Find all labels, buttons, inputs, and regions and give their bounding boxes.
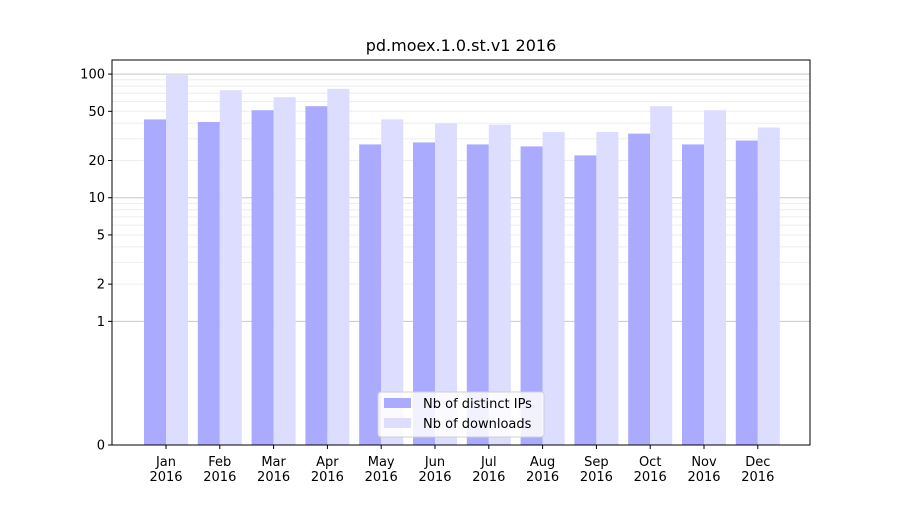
x-tick-label: Jun 2016 [418,455,451,485]
bar-distinct-ips [359,144,382,445]
bar-distinct-ips [682,144,704,445]
axes [111,59,811,446]
y-tick-label: 5 [97,228,105,243]
bar-downloads [381,119,404,445]
x-tick-label: Feb 2016 [203,455,236,485]
bars [144,75,780,446]
bar-distinct-ips [251,110,274,445]
bar-distinct-ips [628,133,651,445]
bar-distinct-ips [466,144,489,445]
x-tick-label: Sep 2016 [580,455,613,485]
x-tick-label: Oct 2016 [634,455,667,485]
legend-swatch [384,418,411,428]
bar-downloads [596,132,619,446]
bar-downloads [650,106,673,445]
x-tick-label: Jul 2016 [472,455,505,485]
x-tick-label: Aug 2016 [526,455,559,485]
bar-distinct-ips [144,119,166,445]
x-axis-ticks: Jan 2016 Feb 2016 Mar 2016 Apr 2016 May 2016 Jun 20… [149,445,774,485]
bar-downloads [542,132,565,446]
y-tick-label: 2 [97,278,105,293]
y-tick-label: 50 [88,105,105,120]
legend-label: Nb of distinct IPs [423,397,532,412]
y-tick-label: 20 [88,154,105,169]
bar-distinct-ips [305,106,328,445]
bar-distinct-ips [574,155,597,445]
bar-distinct-ips [735,140,758,445]
bar-downloads [435,123,457,445]
x-tick-label: Mar 2016 [257,455,290,485]
legend-box [377,391,545,438]
y-axis-ticks: 0 1 2 5 10 20 50 100 [80,68,112,454]
bar-downloads [704,110,726,445]
y-tick-label: 10 [88,191,105,206]
y-tick-label: 0 [97,439,105,454]
bar-downloads [166,75,188,445]
bar-downloads [757,127,780,446]
x-tick-label: May 2016 [365,455,398,485]
bar-downloads [488,124,511,445]
plot-frame [111,59,811,446]
y-tick-label: 100 [80,68,105,83]
bar-distinct-ips [520,146,543,445]
legend-label: Nb of downloads [423,417,532,432]
x-tick-label: Nov 2016 [687,455,720,485]
bar-distinct-ips [413,142,435,445]
legend: Nb of distinct IPs Nb of downloads [377,391,545,438]
bar-downloads [327,88,350,445]
chart-title: pd.moex.1.0.st.v1 2016 [366,36,557,55]
y-tick-label: 1 [97,315,105,330]
bar-distinct-ips [197,121,220,445]
bar-downloads [219,90,242,445]
x-tick-label: Dec 2016 [741,455,774,485]
legend-swatch [384,398,411,408]
bar-downloads [273,97,296,446]
x-tick-label: Apr 2016 [311,455,344,485]
x-tick-label: Jan 2016 [149,455,182,485]
